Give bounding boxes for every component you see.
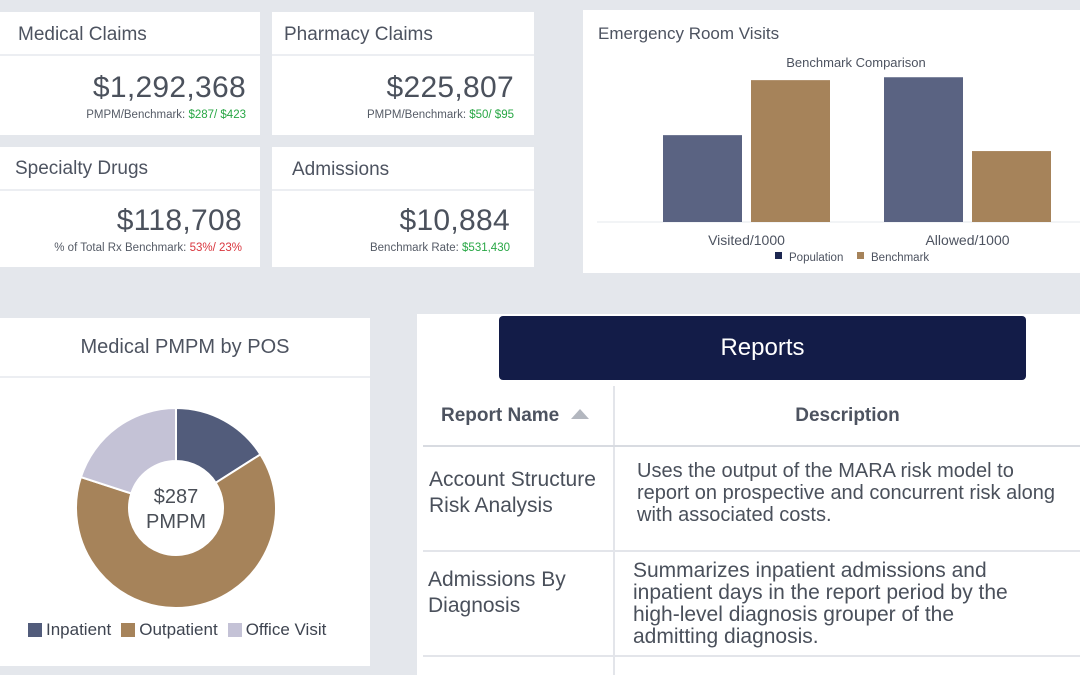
kpi-subtext: PMPM/Benchmark: $287/ $423: [86, 109, 246, 121]
report-name-cell[interactable]: Admissions By Diagnosis: [428, 568, 566, 617]
pos-card: Medical PMPM by POS $287 PMPM Inpatient Ou…: [0, 318, 370, 666]
bar-population-0[interactable]: [663, 135, 742, 222]
kpi-sub-value: $50/ $95: [469, 109, 514, 121]
column-header-report-name[interactable]: Report Name: [441, 386, 611, 446]
kpi-subtext: Benchmark Rate: $531,430: [370, 242, 510, 254]
report-name-cell[interactable]: Account Structure Risk Analysis: [429, 468, 596, 517]
reports-title-banner: Reports: [499, 316, 1026, 380]
legend-swatch: [775, 252, 782, 259]
er-bar-chart: Benchmark Comparison Visited/1000 Allowed/…: [597, 55, 1080, 264]
kpi-sub-value: $531,430: [462, 242, 510, 254]
kpi-sub-label: % of Total Rx Benchmark:: [54, 242, 190, 254]
kpi-title: Specialty Drugs: [0, 147, 260, 191]
pos-legend: Inpatient Outpatient Office Visit: [28, 620, 336, 642]
er-visits-title: Emergency Room Visits: [598, 24, 780, 43]
legend-label: Benchmark: [871, 252, 929, 264]
kpi-card-medical-claims: Medical Claims $1,292,368 PMPM/Benchmark…: [0, 12, 260, 135]
kpi-sub-value: 53%/ 23%: [189, 242, 242, 254]
kpi-sub-label: Benchmark Rate:: [369, 242, 463, 254]
legend-label: Inpatient: [46, 620, 112, 639]
row-divider: [423, 655, 1080, 657]
row-divider: [423, 445, 1080, 447]
kpi-sub-value: $287/ $423: [188, 109, 246, 121]
legend-item-inpatient[interactable]: Inpatient: [28, 620, 111, 640]
kpi-subtext: % of Total Rx Benchmark: 53%/ 23%: [54, 242, 242, 254]
chart-title: Benchmark Comparison: [786, 55, 925, 70]
kpi-value: $1,292,368: [92, 71, 246, 104]
kpi-title: Medical Claims: [0, 12, 260, 56]
x-tick-label: Visited/1000: [708, 232, 785, 248]
legend-swatch: [857, 252, 864, 259]
legend-label: Outpatient: [139, 620, 218, 639]
kpi-card-specialty-drugs: Specialty Drugs $118,708 % of Total Rx B…: [0, 147, 260, 267]
legend-swatch: [28, 623, 42, 637]
donut-slice-office-visit[interactable]: [79, 406, 177, 495]
column-header-description: Description: [795, 405, 900, 426]
er-visits-card: Emergency Room Visits Benchmark Comparis…: [583, 10, 1080, 273]
donut-slice-outpatient[interactable]: [75, 453, 277, 609]
sort-ascending-icon[interactable]: [571, 409, 590, 419]
kpi-sub-label: PMPM/Benchmark:: [366, 109, 470, 121]
donut-center-unit: PMPM: [146, 511, 206, 533]
kpi-subtext: PMPM/Benchmark: $50/ $95: [367, 109, 514, 121]
legend-label: Population: [789, 252, 843, 264]
bar-population-1[interactable]: [884, 77, 963, 222]
kpi-title: Admissions: [272, 147, 534, 191]
kpi-sub-label: PMPM/Benchmark:: [86, 109, 189, 121]
donut-center-value: $287: [154, 486, 199, 508]
legend-swatch: [121, 623, 136, 637]
reports-card: Reports Report Name Description Account …: [417, 314, 1080, 675]
kpi-value: $118,708: [116, 204, 242, 237]
kpi-title: Pharmacy Claims: [272, 12, 534, 56]
kpi-card-pharmacy-claims: Pharmacy Claims $225,807 PMPM/Benchmark:…: [272, 12, 534, 135]
column-divider: [613, 386, 615, 675]
kpi-card-admissions: Admissions $10,884 Benchmark Rate: $531,…: [272, 147, 534, 267]
pos-title: Medical PMPM by POS: [80, 336, 290, 358]
column-header-label: Report Name: [441, 405, 560, 426]
divider: [0, 376, 370, 378]
legend-item-outpatient[interactable]: Outpatient: [121, 620, 218, 640]
kpi-value: $225,807: [386, 71, 514, 104]
legend-item-office-visit[interactable]: Office Visit: [227, 620, 327, 640]
bar-benchmark-1[interactable]: [972, 151, 1051, 222]
pos-donut-chart: $287 PMPM: [75, 406, 277, 609]
report-description-cell: Uses the output of the MARA risk model t…: [637, 460, 1056, 526]
report-description-cell: Summarizes inpatient admissions and inpa…: [633, 559, 1008, 648]
bar-benchmark-0[interactable]: [751, 80, 830, 222]
legend-label: Office Visit: [245, 620, 327, 639]
x-tick-label: Allowed/1000: [925, 232, 1009, 248]
kpi-value: $10,884: [399, 204, 510, 237]
row-divider: [423, 550, 1080, 552]
legend-swatch: [227, 623, 242, 637]
